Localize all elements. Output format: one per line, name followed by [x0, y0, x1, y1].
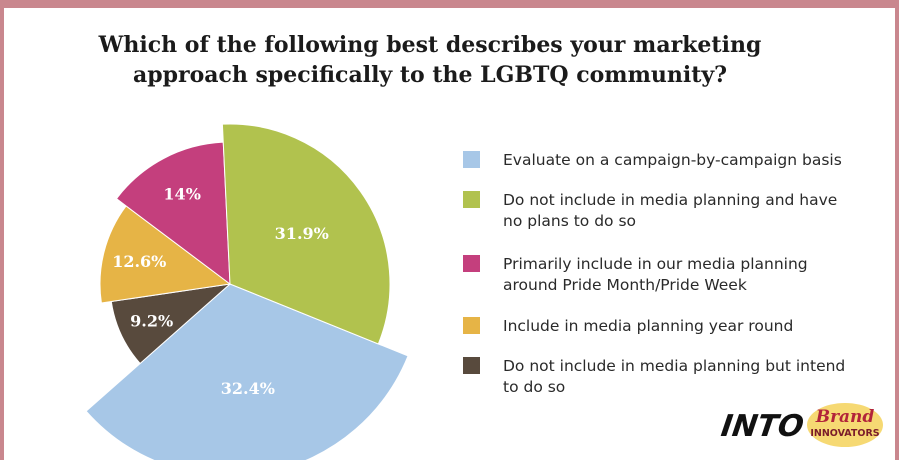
svg-text:INNOVATORS: INNOVATORS: [810, 428, 879, 439]
legend-swatch: [463, 191, 480, 208]
into-logo: INTO: [719, 409, 806, 444]
legend-swatch: [463, 255, 480, 272]
legend-label: Primarily include in our media planning a…: [503, 255, 808, 294]
pie-slice: [85, 283, 409, 460]
legend-label: Do not include in media planning and hav…: [503, 191, 838, 230]
brand-innovators-logo: Brand INNOVATORS: [807, 403, 883, 447]
pie-slice: [99, 205, 232, 304]
legend-item: Do not include in media planning and hav…: [463, 190, 863, 232]
slice-data-label: 14%: [163, 185, 200, 204]
slice-data-label: 9.2%: [130, 311, 173, 330]
legend-item: Do not include in media planning but int…: [463, 356, 863, 398]
legend-item: Primarily include in our media planning a…: [463, 254, 863, 296]
legend-label: Evaluate on a campaign-by-campaign basis: [503, 151, 842, 169]
pie-slice: [115, 141, 231, 286]
legend-item: Include in media planning year round: [463, 316, 863, 337]
legend-item: Evaluate on a campaign-by-campaign basis: [463, 150, 863, 171]
chart-title-line-2: approach specifically to the LGBTQ commu…: [132, 62, 728, 88]
chart-title-line-1: Which of the following best describes yo…: [98, 32, 762, 58]
pie-chart: 32.4% 9.2% 12.6% 14% 31.9%: [85, 123, 409, 460]
svg-text:Brand: Brand: [815, 407, 875, 427]
slice-data-label: 12.6%: [112, 252, 166, 271]
pie-slice: [221, 123, 391, 345]
legend-swatch: [463, 151, 480, 168]
legend-label: Do not include in media planning but int…: [503, 357, 846, 396]
brand-logos: INTO Brand INNOVATORS: [719, 403, 883, 447]
legend-swatch: [463, 357, 480, 374]
slice-data-label: 31.9%: [275, 224, 329, 243]
chart-title: Which of the following best describes yo…: [60, 30, 800, 90]
legend-swatch: [463, 317, 480, 334]
slice-data-label: 32.4%: [221, 379, 275, 398]
legend-label: Include in media planning year round: [503, 317, 794, 335]
